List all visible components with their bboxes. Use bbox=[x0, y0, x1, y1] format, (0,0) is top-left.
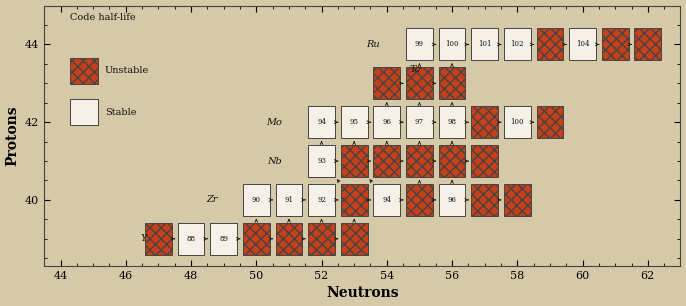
Bar bbox=[243, 184, 270, 216]
Text: Nb: Nb bbox=[268, 157, 283, 166]
Bar bbox=[341, 223, 368, 255]
Text: 100: 100 bbox=[445, 40, 459, 48]
Bar bbox=[471, 145, 498, 177]
Text: Code half-life: Code half-life bbox=[70, 13, 135, 22]
Bar bbox=[373, 67, 400, 99]
Bar bbox=[536, 106, 563, 138]
Text: 99: 99 bbox=[415, 40, 424, 48]
Bar bbox=[341, 184, 368, 216]
Bar bbox=[406, 145, 433, 177]
X-axis label: Neutrons: Neutrons bbox=[326, 286, 399, 300]
Text: 91: 91 bbox=[285, 196, 294, 204]
Bar bbox=[504, 184, 531, 216]
Bar bbox=[471, 28, 498, 60]
Bar bbox=[70, 99, 98, 125]
Bar bbox=[308, 223, 335, 255]
Text: Y: Y bbox=[141, 234, 147, 243]
Bar bbox=[341, 145, 368, 177]
Text: Tc: Tc bbox=[410, 65, 421, 74]
Text: 104: 104 bbox=[576, 40, 589, 48]
Bar bbox=[438, 145, 465, 177]
Text: Mo: Mo bbox=[267, 118, 283, 127]
Text: 95: 95 bbox=[350, 118, 359, 126]
Text: 102: 102 bbox=[510, 40, 524, 48]
Bar bbox=[406, 184, 433, 216]
Text: 94: 94 bbox=[317, 118, 326, 126]
Bar bbox=[438, 28, 465, 60]
Text: Unstable: Unstable bbox=[105, 66, 149, 75]
Bar bbox=[276, 184, 303, 216]
Text: 101: 101 bbox=[478, 40, 491, 48]
Bar bbox=[373, 106, 400, 138]
Bar bbox=[602, 28, 628, 60]
Text: Zr: Zr bbox=[206, 196, 217, 204]
Text: 89: 89 bbox=[219, 235, 228, 243]
Bar bbox=[438, 106, 465, 138]
Bar bbox=[373, 145, 400, 177]
Bar bbox=[276, 223, 303, 255]
Text: 92: 92 bbox=[317, 196, 326, 204]
Bar bbox=[70, 58, 98, 84]
Bar bbox=[308, 145, 335, 177]
Text: 90: 90 bbox=[252, 196, 261, 204]
Bar bbox=[308, 184, 335, 216]
Text: 88: 88 bbox=[187, 235, 196, 243]
Text: 97: 97 bbox=[415, 118, 424, 126]
Text: 96: 96 bbox=[382, 118, 391, 126]
Bar bbox=[308, 106, 335, 138]
Bar bbox=[211, 223, 237, 255]
Bar bbox=[504, 28, 531, 60]
Text: 94: 94 bbox=[382, 196, 391, 204]
Bar bbox=[471, 184, 498, 216]
Text: Stable: Stable bbox=[105, 108, 136, 117]
Bar bbox=[438, 184, 465, 216]
Bar bbox=[569, 28, 596, 60]
Bar bbox=[341, 106, 368, 138]
Bar bbox=[145, 223, 172, 255]
Text: 93: 93 bbox=[317, 157, 326, 165]
Bar bbox=[178, 223, 204, 255]
Bar bbox=[504, 106, 531, 138]
Text: 96: 96 bbox=[447, 196, 457, 204]
Bar bbox=[536, 28, 563, 60]
Bar bbox=[243, 223, 270, 255]
Bar bbox=[406, 28, 433, 60]
Bar bbox=[471, 106, 498, 138]
Text: 100: 100 bbox=[510, 118, 524, 126]
Bar bbox=[635, 28, 661, 60]
Bar bbox=[438, 67, 465, 99]
Text: 98: 98 bbox=[447, 118, 457, 126]
Y-axis label: Protons: Protons bbox=[5, 106, 20, 166]
Bar bbox=[406, 106, 433, 138]
Bar bbox=[406, 67, 433, 99]
Bar bbox=[373, 184, 400, 216]
Text: Ru: Ru bbox=[366, 40, 380, 49]
